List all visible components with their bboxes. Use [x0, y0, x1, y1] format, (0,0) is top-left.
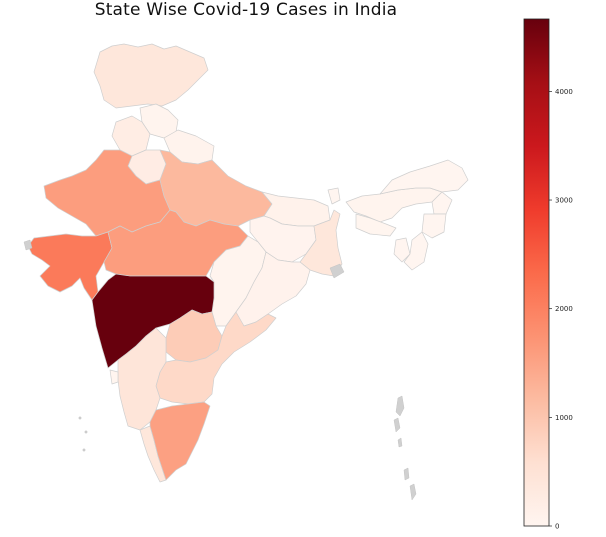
state-nagaland: [431, 191, 453, 215]
state-goa: [109, 369, 119, 385]
state-karnataka: [117, 327, 167, 431]
colorbar-tick-label: 3000: [555, 197, 573, 205]
state-gujarat: [27, 231, 113, 301]
state-arunachal-pradesh: [379, 159, 469, 195]
state-mizoram: [403, 231, 429, 271]
no-data-region-ladakh-edge: [23, 239, 33, 251]
colorbar-tick-label: 4000: [555, 88, 573, 96]
map-title: State Wise Covid-19 Cases in India: [94, 0, 398, 20]
state-jharkhand: [249, 215, 317, 263]
colorbar-tick-label: 2000: [555, 305, 573, 313]
lakshadweep-islands: [78, 416, 88, 452]
state-tamil-nadu: [149, 401, 211, 481]
colorbar-tick-label: 0: [555, 523, 559, 531]
no-data-region-sundarbans: [329, 263, 345, 279]
colorbar-ticks: 0 1000 2000 3000 4000: [549, 88, 573, 531]
andaman-nicobar-islands: [393, 395, 417, 501]
state-uttar-pradesh: [159, 149, 273, 227]
state-sikkim: [327, 187, 341, 205]
colorbar-gradient: [523, 18, 550, 527]
state-andhra-pradesh: [155, 311, 277, 405]
colorbar-tick-label: 1000: [555, 414, 573, 422]
state-jammu-kashmir: [93, 43, 209, 109]
state-tripura: [393, 237, 411, 263]
state-meghalaya: [355, 213, 397, 237]
